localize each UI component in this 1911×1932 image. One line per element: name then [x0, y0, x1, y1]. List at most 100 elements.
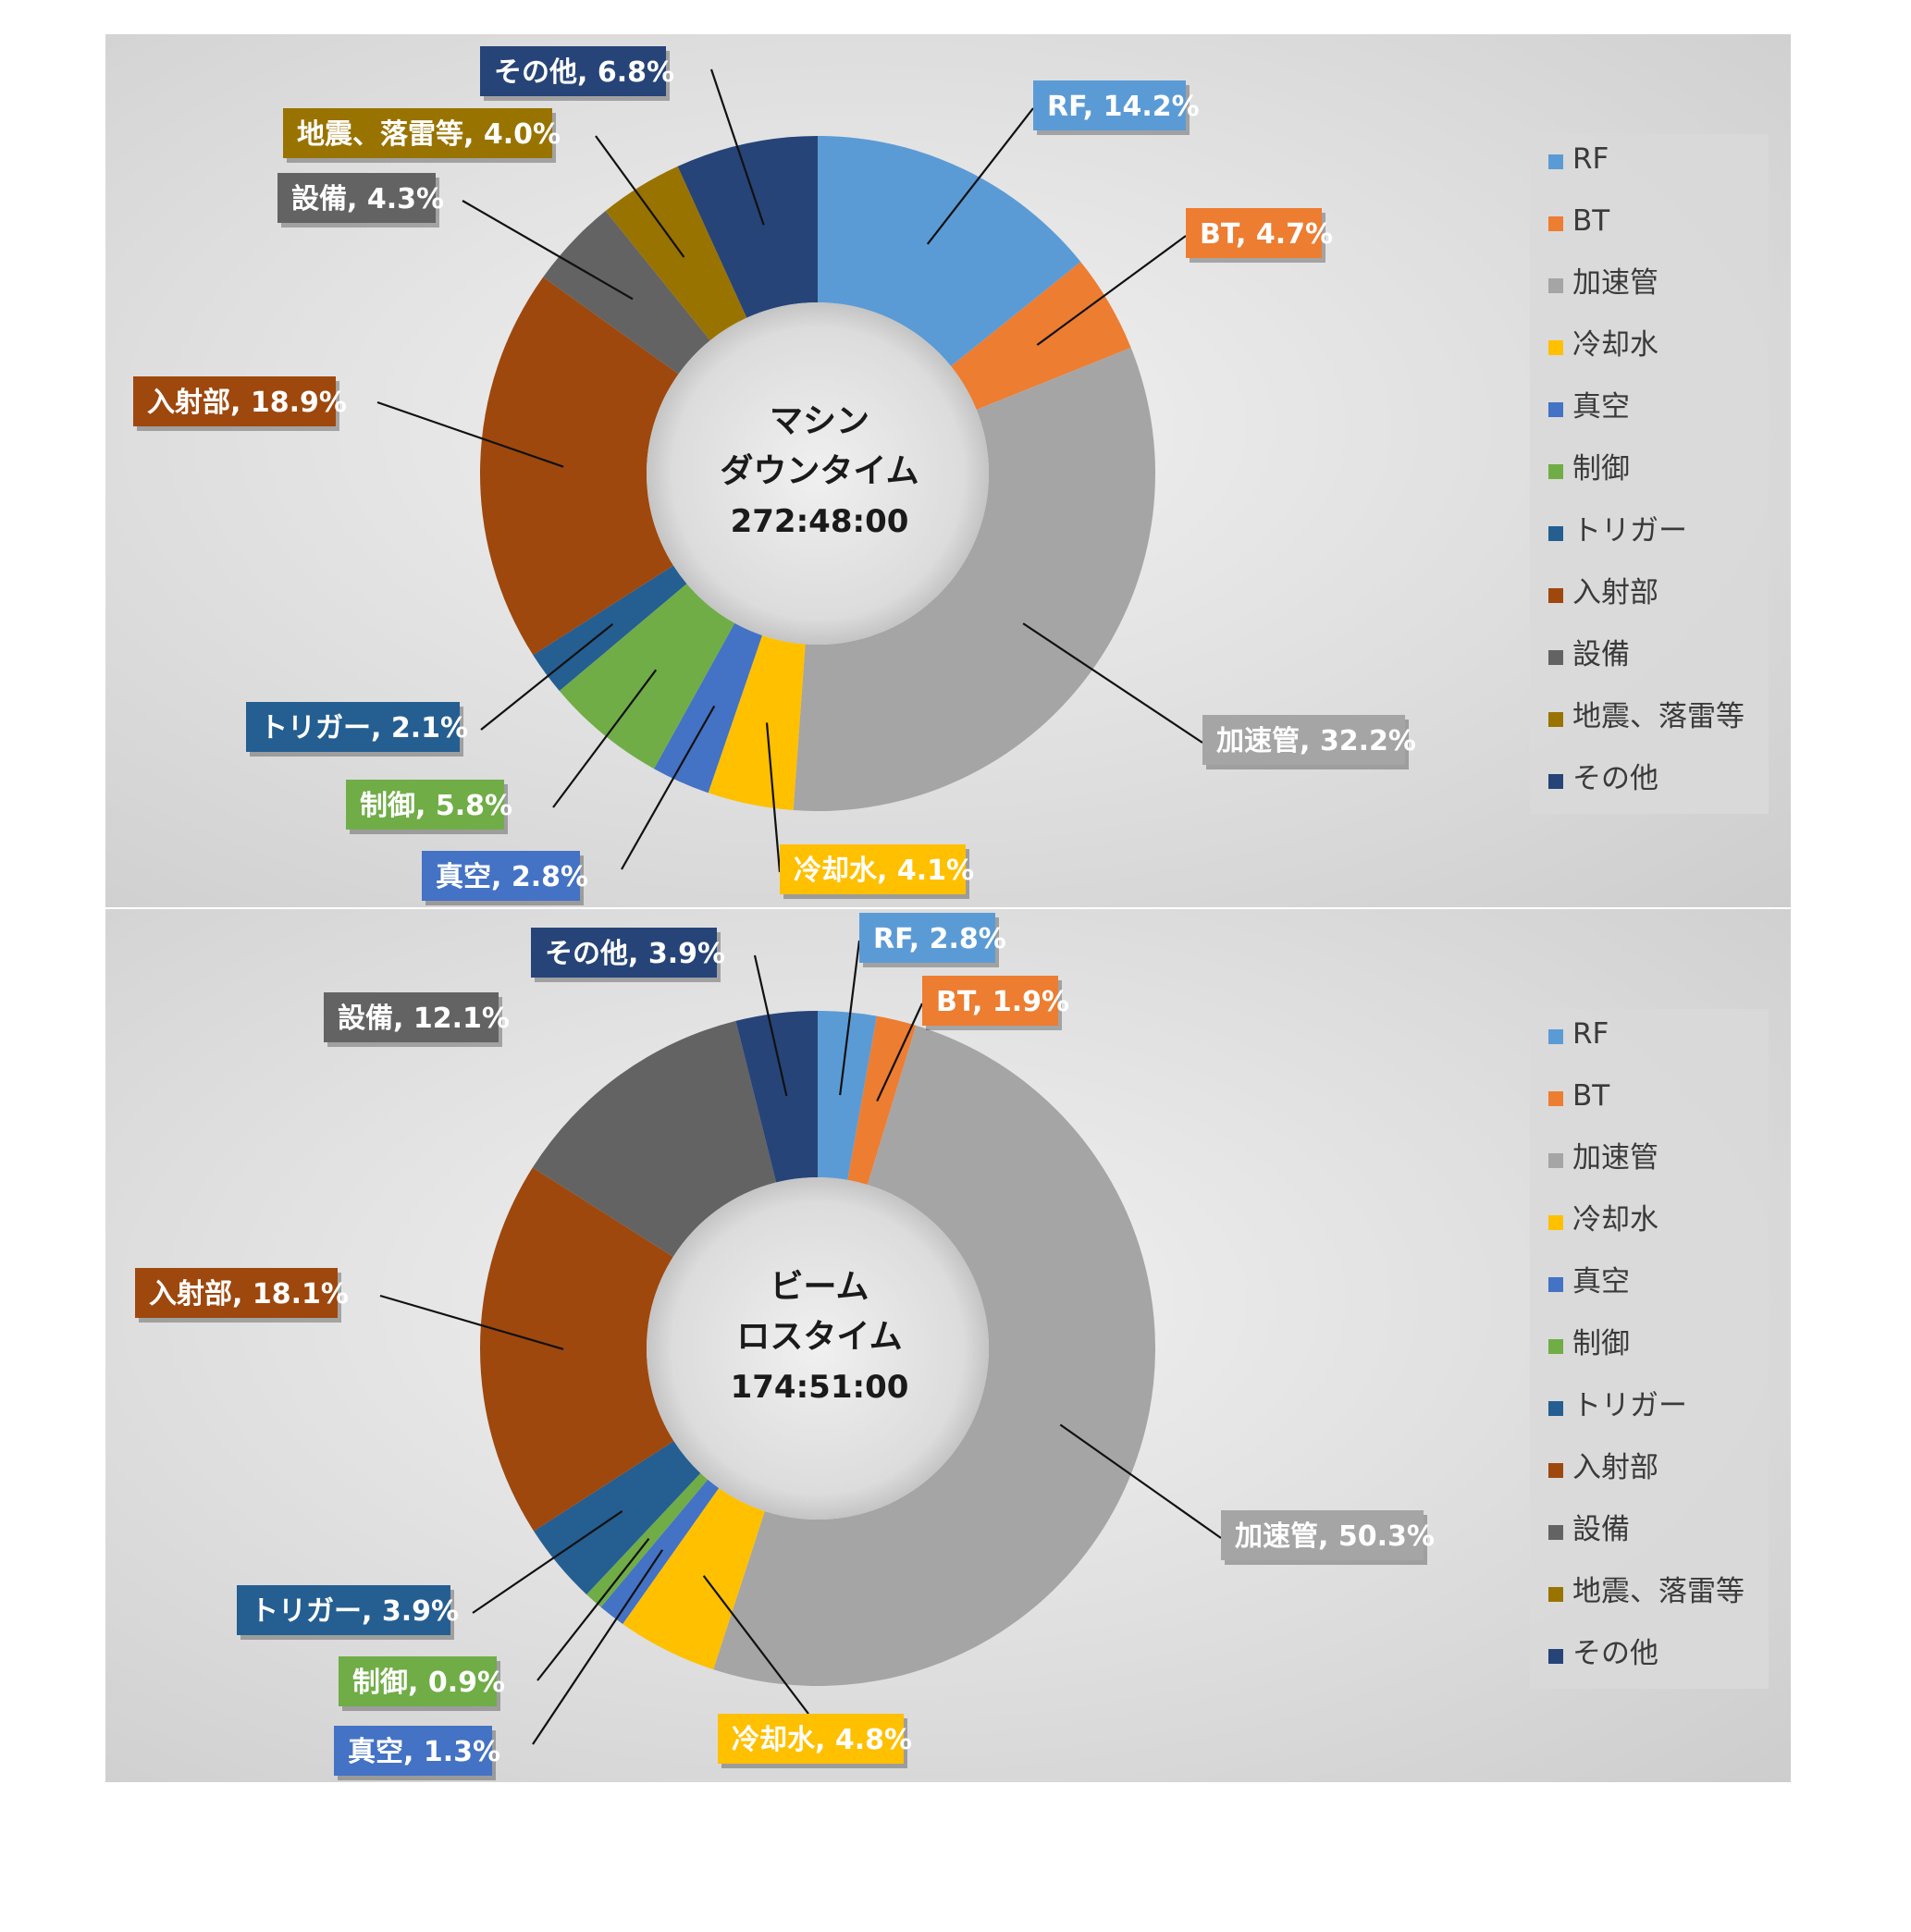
slice-bt — [847, 1015, 917, 1186]
slice-earthquake-lightning — [605, 166, 747, 341]
legend-swatch-vacuum — [1548, 1277, 1563, 1292]
legend-label-earthquake-lightning: 地震、落雷等 — [1572, 700, 1745, 733]
leader-line-trigger — [480, 622, 614, 731]
leader-line-rf — [926, 107, 1034, 245]
legend-swatch-other — [1548, 1649, 1563, 1664]
data-label-other: その他, 3.9% — [545, 938, 725, 970]
leader-line-control — [536, 1538, 650, 1681]
legend-swatch-bt — [1548, 1091, 1563, 1106]
data-label-box-injector — [135, 1268, 338, 1318]
legend-swatch-cooling-water — [1548, 340, 1563, 355]
data-label-rf: RF, 14.2% — [1047, 91, 1200, 123]
legend-label-facility: 設備 — [1572, 1513, 1630, 1546]
data-label-facility: 設備, 4.3% — [291, 183, 444, 215]
leader-line-vacuum — [621, 705, 716, 870]
slice-cooling-water — [623, 1488, 765, 1670]
legend-label-control: 制御 — [1572, 452, 1630, 486]
legend-swatch-earthquake-lightning — [1548, 1587, 1563, 1602]
slice-accelerator-tube — [713, 1025, 1156, 1687]
data-label-box-cooling-water — [718, 1714, 904, 1764]
data-label-accelerator-tube: 加速管, 50.3% — [1235, 1520, 1435, 1553]
legend-label-facility: 設備 — [1572, 638, 1630, 671]
legend-label-bt: BT — [1572, 204, 1610, 238]
slice-trigger — [533, 565, 687, 692]
data-label-injector: 入射部, 18.1% — [149, 1278, 349, 1311]
slice-cooling-water — [708, 635, 806, 811]
slice-control — [559, 584, 735, 769]
center-text-line: マシン — [770, 402, 869, 440]
data-label-box-control — [339, 1656, 497, 1706]
slice-rf — [818, 1011, 877, 1180]
legend-swatch-rf — [1548, 1029, 1563, 1044]
leader-line-injector — [379, 1294, 564, 1350]
donut-hole — [647, 302, 989, 645]
donut-hole — [647, 1177, 989, 1520]
data-label-control: 制御, 0.9% — [352, 1667, 505, 1699]
beam-losstime-chart-panel: ビーム ロスタイム 174:51:00 RF, 2.8% BT, 1.9% 加速管, 50… — [105, 909, 1791, 1782]
data-label-vacuum: 真空, 2.8% — [436, 861, 588, 893]
machine-downtime-chart-panel: マシン ダウンタイム 272:48:00 RF, 14.2% BT, 4.7% 加速管, … — [105, 34, 1791, 907]
legend-label-accelerator-tube: 加速管 — [1572, 1141, 1658, 1175]
data-label-box-trigger — [246, 702, 460, 752]
leader-line-accelerator-tube — [1022, 622, 1203, 744]
data-label-box-control — [346, 780, 504, 830]
legend-swatch-accelerator-tube — [1548, 278, 1563, 293]
legend-label-earthquake-lightning: 地震、落雷等 — [1572, 1575, 1745, 1608]
legend-label-vacuum: 真空 — [1572, 1265, 1630, 1298]
leader-line-facility — [462, 200, 634, 301]
legend-label-rf: RF — [1572, 1017, 1609, 1051]
slice-facility — [532, 1020, 777, 1257]
legend-swatch-cooling-water — [1548, 1215, 1563, 1230]
leader-line-other — [753, 954, 788, 1097]
data-label-bt: BT, 1.9% — [936, 986, 1069, 1018]
legend-swatch-vacuum — [1548, 402, 1563, 417]
data-label-trigger: トリガー, 2.1% — [260, 712, 468, 744]
data-label-cooling-water: 冷却水, 4.8% — [732, 1724, 912, 1756]
legend-swatch-rf — [1548, 154, 1563, 169]
leader-line-cooling-water — [702, 1575, 809, 1715]
leader-line-bt — [876, 1003, 923, 1102]
slice-injector — [480, 1167, 674, 1532]
data-label-box-rf — [859, 913, 995, 963]
slice-vacuum — [600, 1479, 720, 1624]
legend-label-other: その他 — [1572, 762, 1658, 795]
legend-swatch-facility — [1548, 1525, 1563, 1540]
legend-swatch-control — [1548, 464, 1563, 479]
donut-ring — [480, 1011, 1156, 1687]
center-text-line: 272:48:00 — [731, 503, 909, 540]
data-label-box-accelerator-tube — [1202, 715, 1405, 765]
data-label-injector: 入射部, 18.9% — [147, 387, 347, 419]
slice-accelerator-tube — [793, 347, 1155, 811]
data-label-box-vacuum — [422, 851, 580, 901]
data-label-rf: RF, 2.8% — [873, 923, 1006, 955]
leader-line-other — [709, 68, 765, 226]
slice-vacuum — [653, 622, 763, 794]
slice-other — [735, 1011, 818, 1183]
data-label-box-facility — [324, 992, 499, 1042]
slice-trigger — [534, 1441, 701, 1595]
legend-swatch-trigger — [1548, 526, 1563, 541]
data-label-box-other — [531, 928, 717, 978]
data-label-box-accelerator-tube — [1221, 1510, 1424, 1560]
legend-label-cooling-water: 冷却水 — [1572, 328, 1658, 362]
leader-line-injector — [376, 400, 564, 468]
legend-label-trigger: トリガー — [1572, 514, 1687, 548]
data-label-earthquake-lightning: 地震、落雷等, 4.0% — [297, 118, 561, 151]
legend-box — [1530, 1009, 1769, 1689]
legend-label-trigger: トリガー — [1572, 1389, 1687, 1422]
legend-swatch-other — [1548, 774, 1563, 789]
legend-label-accelerator-tube: 加速管 — [1572, 266, 1658, 300]
legend-label-vacuum: 真空 — [1572, 390, 1630, 424]
legend-swatch-facility — [1548, 650, 1563, 665]
leader-line-vacuum — [532, 1549, 664, 1745]
leader-line-accelerator-tube — [1059, 1423, 1222, 1539]
leader-line-rf — [839, 940, 861, 1096]
legend-swatch-accelerator-tube — [1548, 1153, 1563, 1168]
donut-ring — [480, 136, 1155, 811]
data-label-box-injector — [133, 376, 336, 426]
legend-label-injector: 入射部 — [1572, 576, 1658, 609]
center-text-line: ダウンタイム — [720, 452, 919, 490]
leader-line-earthquake-lightning — [595, 135, 685, 258]
leader-line-control — [552, 669, 658, 808]
